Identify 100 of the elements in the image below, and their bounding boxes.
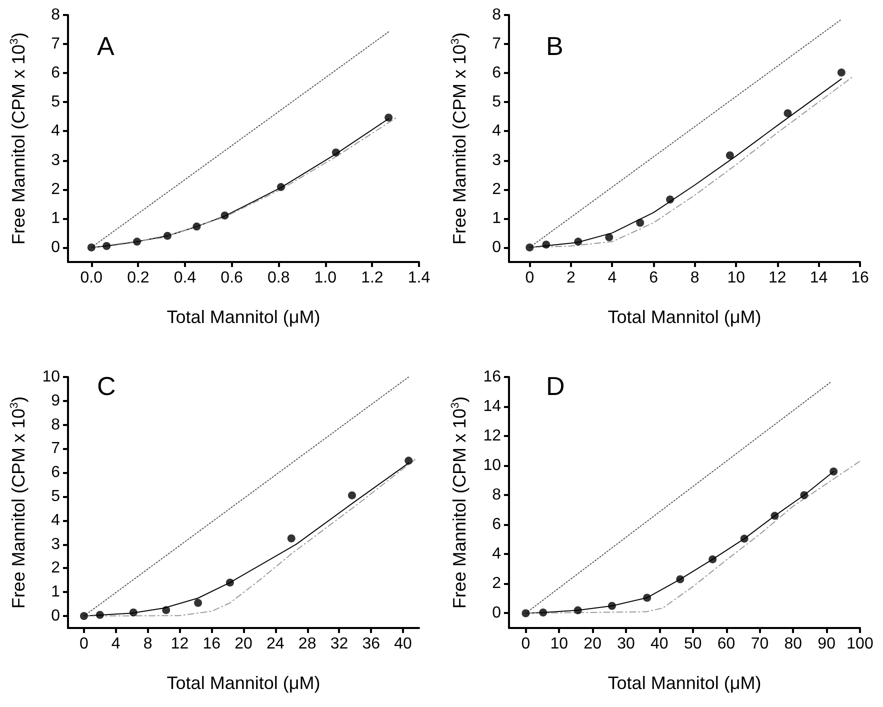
point (287, 534, 296, 542)
point (605, 233, 614, 242)
x-tick-label: 24 (266, 636, 284, 652)
point (608, 602, 616, 610)
point (133, 238, 142, 246)
y-tick-label: 3 (51, 152, 60, 169)
x-tick-label: 70 (750, 636, 769, 652)
x-tick-label: 1.4 (408, 270, 430, 286)
y-tick-label: 1 (492, 210, 502, 227)
y-tick-label: 2 (51, 560, 60, 577)
point (332, 148, 340, 156)
y-tick-label: 7 (492, 36, 502, 53)
x-tick-label: 10 (550, 636, 568, 652)
text: B (546, 31, 564, 61)
point (162, 606, 170, 614)
y-tick-label: 5 (51, 488, 60, 506)
x-tick-label: 0 (80, 636, 88, 652)
y-tick-label: 2 (492, 575, 502, 592)
point (539, 608, 548, 616)
x-tick-label: 60 (717, 636, 736, 652)
y-tick-label: 12 (483, 428, 502, 445)
x-tick-label: 12 (170, 636, 189, 652)
x-tick-label: 40 (650, 636, 668, 652)
x-tick-label: 0.8 (267, 270, 290, 286)
y-tick-label: 6 (51, 464, 60, 482)
point (80, 612, 88, 620)
y-tick-label: 10 (483, 457, 502, 474)
y-tick-label: 6 (51, 64, 60, 82)
y-tick-label: 4 (51, 512, 60, 529)
y-tick-label: 9 (51, 392, 60, 410)
y-tick-label: 8 (492, 486, 502, 504)
point (384, 114, 393, 122)
x-tick-label: 14 (810, 270, 828, 286)
point (542, 240, 550, 249)
point (87, 243, 96, 252)
y-tick-label: 1 (51, 210, 60, 227)
x-tick-label: 28 (298, 636, 316, 652)
y-tick-label: 5 (51, 94, 60, 111)
text: A (97, 31, 115, 61)
x-tick-label: 90 (818, 636, 836, 652)
x-tick-label: 4 (608, 270, 617, 286)
y-tick-label: 6 (492, 516, 502, 534)
point (676, 575, 684, 584)
y-tick-label: 0 (51, 608, 60, 625)
y-tick-label: 14 (483, 398, 502, 416)
x-tick-label: 12 (768, 270, 786, 286)
y-tick-label: 0 (51, 238, 60, 256)
point (96, 610, 104, 619)
x-tick-label: 8 (690, 270, 700, 286)
x-tick-label: 16 (851, 270, 869, 286)
x-tick-label: 0 (521, 636, 530, 652)
point (276, 183, 285, 192)
x-axis-title: Total Mannitol (μM) (608, 673, 762, 693)
y-tick-label: 4 (492, 546, 502, 563)
x-tick-label: 20 (584, 636, 602, 652)
point (837, 68, 846, 77)
y-tick-label: 4 (51, 122, 60, 140)
x-tick-label: 80 (784, 636, 802, 652)
y-tick-label: 6 (492, 64, 502, 82)
x-tick-label: 0.4 (174, 270, 196, 286)
y-axis-title: Free Mannitol (CPM x 103) (450, 396, 470, 609)
point (643, 594, 652, 602)
point (348, 491, 356, 500)
x-tick-label: 0.6 (220, 270, 244, 286)
x-tick-label: 30 (617, 636, 635, 652)
point (129, 608, 138, 616)
point (220, 212, 229, 220)
y-axis-title: Free Mannitol (CPM x 103) (450, 32, 470, 245)
y-tick-label: 7 (51, 36, 60, 53)
x-axis-title: Total Mannitol (μM) (608, 307, 762, 327)
y-tick-label: 3 (492, 152, 502, 169)
x-tick-label: 1.0 (314, 270, 337, 286)
x-tick-label: 36 (362, 636, 380, 652)
y-tick-label: 7 (51, 440, 60, 458)
x-tick-label: 0.0 (80, 270, 103, 286)
point (192, 222, 201, 231)
x-tick-label: 16 (202, 636, 221, 652)
x-tick-label: 32 (330, 636, 348, 652)
y-tick-label: 0 (492, 604, 502, 622)
x-tick-label: 0 (525, 270, 534, 286)
y-axis-title: Free Mannitol (CPM x 103) (8, 396, 28, 609)
point (194, 598, 202, 607)
y-tick-label: 8 (51, 6, 60, 24)
x-tick-label: 50 (684, 636, 702, 652)
point (574, 238, 582, 246)
x-tick-label: 0.2 (127, 270, 150, 286)
y-tick-label: 2 (51, 180, 60, 198)
x-tick-label: 2 (566, 270, 576, 286)
x-tick-label: 40 (394, 636, 412, 652)
point (726, 151, 734, 160)
point (102, 242, 111, 250)
point (830, 467, 838, 476)
point (526, 243, 534, 252)
point (404, 456, 413, 465)
point (784, 109, 792, 118)
x-tick-label: 10 (727, 270, 746, 286)
y-tick-label: 3 (51, 536, 60, 553)
y-axis-title: Free Mannitol (CPM x 103) (8, 32, 28, 245)
x-tick-label: 8 (143, 636, 152, 652)
x-axis-title: Total Mannitol (μM) (166, 673, 320, 693)
